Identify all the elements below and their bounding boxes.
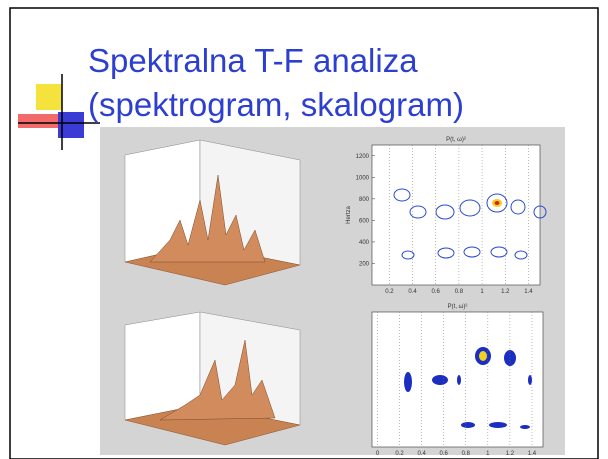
x-tick-label: 1.2 <box>506 451 515 457</box>
x-tick-label: 1.4 <box>528 451 537 457</box>
y-axis-label: Hertza <box>346 206 352 224</box>
y-tick-label: 1200 <box>356 154 370 160</box>
deco-yellow <box>36 84 62 110</box>
figure <box>100 127 565 455</box>
blob <box>528 375 532 385</box>
x-tick-label: 0.2 <box>385 289 394 295</box>
blob <box>457 375 461 385</box>
blob-peak <box>479 351 487 361</box>
x-tick-label: 0.4 <box>408 289 417 295</box>
page: Spektralna T-F analiza (spektrogram, ska… <box>0 0 608 459</box>
panel-title: P(t, ω)² <box>448 304 468 310</box>
y-tick-label: 400 <box>359 240 370 246</box>
x-tick-label: 0.8 <box>455 289 464 295</box>
blob <box>489 422 507 428</box>
slide: Spektralna T-F analiza (spektrogram, ska… <box>0 0 608 459</box>
y-tick-label: 600 <box>359 218 370 224</box>
slide-title: (spektrogram, skalogram) <box>88 86 464 123</box>
x-tick-label: 1.2 <box>501 289 510 295</box>
x-tick-label: 0.8 <box>462 451 471 457</box>
x-tick-label: 0.4 <box>417 451 426 457</box>
blob <box>461 422 475 428</box>
x-tick-label: 0.6 <box>432 289 441 295</box>
x-tick-label: 0.2 <box>395 451 404 457</box>
blob <box>404 372 412 392</box>
blob <box>520 425 530 429</box>
y-tick-label: 200 <box>359 261 370 267</box>
blob <box>432 375 448 385</box>
contour-peak <box>495 201 500 205</box>
axes <box>372 145 540 285</box>
panel-title: P(t, ω)² <box>446 137 466 143</box>
y-tick-label: 1000 <box>356 175 370 181</box>
x-tick-label: 0.6 <box>440 451 449 457</box>
x-tick-label: 1.4 <box>524 289 533 295</box>
slide-title: Spektralna T-F analiza <box>88 42 418 79</box>
y-tick-label: 800 <box>359 197 370 203</box>
